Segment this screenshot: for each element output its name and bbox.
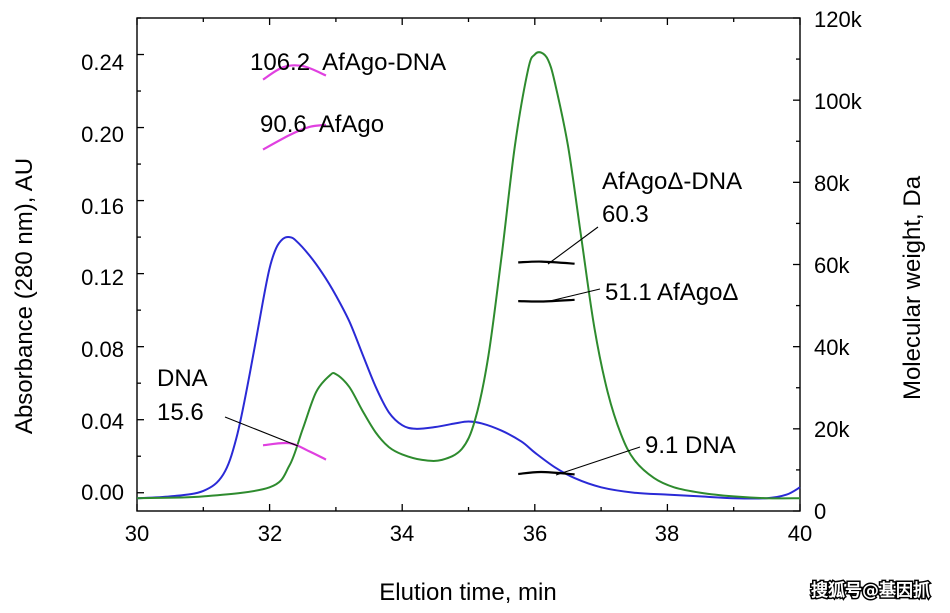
y-left-tick-label: 0.24 (81, 50, 124, 75)
y-left-tick-label: 0.04 (81, 409, 124, 434)
y-right-tick-label: 0 (814, 499, 826, 524)
absorbance-traces (136, 51, 801, 500)
annotation-afago-delta: 51.1 AfAgoΔ (605, 279, 738, 306)
watermark-text: 搜狐号@基因抓 (811, 580, 930, 601)
afago-delta-absorbance-line (136, 51, 801, 500)
annotation-leaders (224, 226, 641, 476)
annotation-dna: DNA (157, 365, 208, 392)
y-right-axis-title: Molecular weight, Da (899, 175, 926, 400)
x-tick-label: 34 (390, 521, 414, 546)
annotation-afago-delta-dna-value: 60.3 (602, 201, 649, 228)
y-left-tick-label: 0.20 (81, 122, 124, 147)
annotation-dna-black: 9.1 DNA (645, 432, 736, 459)
y-right-tick-label: 40k (814, 335, 850, 360)
annotations: 106.2 AfAgo-DNA 90.6 AfAgo AfAgoΔ-DNA 60… (157, 49, 742, 459)
leader-line (547, 226, 599, 265)
y-right-tick-label: 120k (814, 7, 863, 32)
x-tick-label: 36 (523, 521, 547, 546)
x-tick-label: 32 (258, 521, 282, 546)
annotation-afago: 90.6 AfAgo (260, 111, 384, 138)
y-left-tick-label: 0.16 (81, 194, 124, 219)
afago-absorbance-line (136, 236, 801, 500)
y-left-tick-label: 0.08 (81, 337, 124, 362)
y-right-tick-label: 100k (814, 89, 863, 114)
annotation-afago-delta-dna: AfAgoΔ-DNA (602, 168, 742, 195)
x-tick-label: 30 (125, 521, 149, 546)
y-right-tick-label: 60k (814, 253, 850, 278)
y-left-tick-label: 0.12 (81, 265, 124, 290)
y-right-tick-labels: 0 20k 40k 60k 80k 100k 120k (814, 7, 863, 524)
leader-line (224, 416, 299, 447)
y-right-tick-label: 20k (814, 417, 850, 442)
tick-marks (136, 17, 801, 512)
afago-dna-mw-segment (262, 64, 327, 81)
annotation-dna-value: 15.6 (157, 399, 204, 426)
x-tick-labels: 30 32 34 36 38 40 (125, 521, 812, 546)
leader-line (555, 446, 641, 476)
x-axis-title: Elution time, min (379, 579, 556, 606)
dna-magenta-mw-segment (262, 441, 327, 461)
annotation-afago-dna: 106.2 AfAgo-DNA (250, 49, 446, 76)
y-left-axis-title: Absorbance (280 nm), AU (11, 158, 38, 434)
y-left-tick-labels: 0.00 0.04 0.08 0.12 0.16 0.20 0.24 (81, 50, 124, 505)
afago-mw-segment (262, 123, 327, 151)
afago-delta-dna-mw-segment (518, 260, 575, 265)
x-tick-label: 38 (655, 521, 679, 546)
y-right-tick-label: 80k (814, 171, 850, 196)
molecular-weight-segments (262, 64, 575, 476)
dna-black-mw-segment (518, 470, 575, 476)
y-left-tick-label: 0.00 (81, 480, 124, 505)
afago-delta-mw-segment (518, 298, 575, 303)
x-tick-label: 40 (788, 521, 812, 546)
leader-line (549, 288, 601, 302)
